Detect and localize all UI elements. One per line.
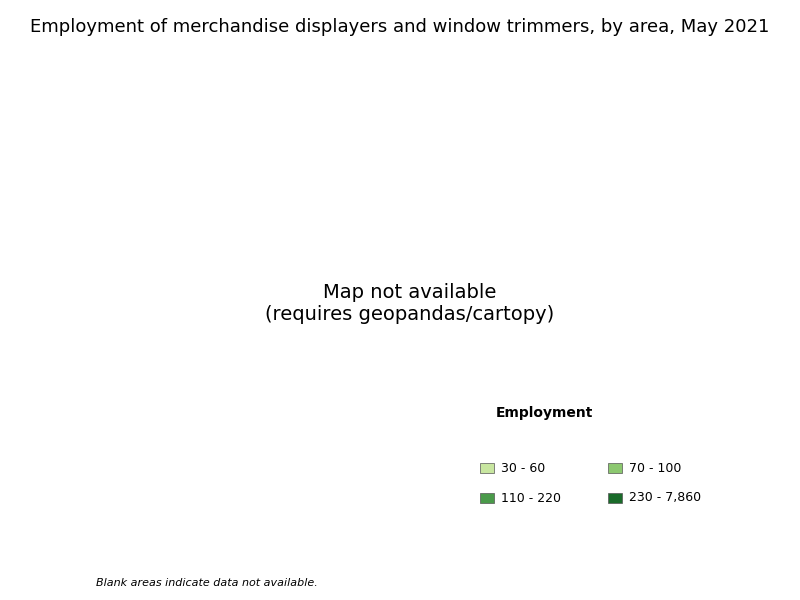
Text: 70 - 100: 70 - 100 — [629, 461, 681, 475]
Text: 110 - 220: 110 - 220 — [501, 491, 561, 505]
Text: Map not available
(requires geopandas/cartopy): Map not available (requires geopandas/ca… — [266, 283, 554, 323]
Text: 230 - 7,860: 230 - 7,860 — [629, 491, 701, 505]
Text: Employment: Employment — [495, 406, 593, 420]
Text: Employment of merchandise displayers and window trimmers, by area, May 2021: Employment of merchandise displayers and… — [30, 18, 770, 36]
Text: 30 - 60: 30 - 60 — [501, 461, 545, 475]
Text: Blank areas indicate data not available.: Blank areas indicate data not available. — [96, 578, 318, 588]
